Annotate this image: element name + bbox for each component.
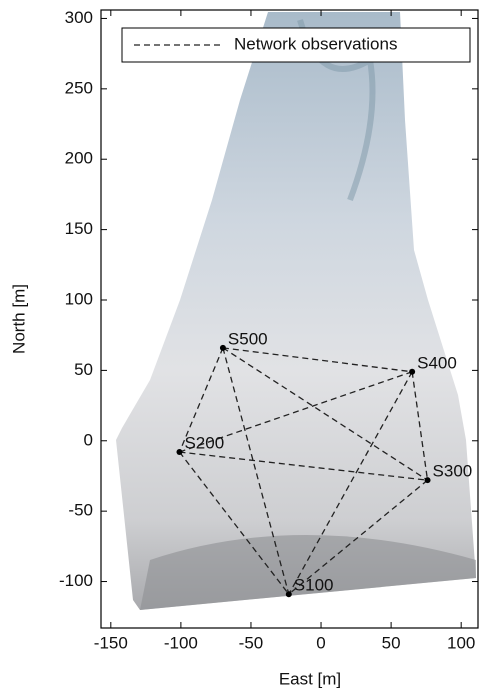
y-tick-label: -100 [59,571,93,590]
y-tick-label: -50 [68,501,93,520]
station [220,345,226,351]
x-tick-label: -50 [239,633,264,652]
legend-label: Network observations [234,34,397,53]
y-tick-label: 200 [65,149,93,168]
x-tick-label: -150 [94,633,128,652]
y-tick-label: 250 [65,78,93,97]
station-label: S300 [433,462,473,481]
station [425,477,431,483]
station [409,369,415,375]
x-tick-label: 0 [316,633,325,652]
y-tick-label: 50 [74,360,93,379]
station-label: S200 [184,434,224,453]
station-label: S500 [228,329,268,348]
x-axis-label: East [m] [279,669,341,688]
station [286,591,292,597]
legend: Network observations [122,28,470,62]
y-tick-label: 300 [65,8,93,27]
x-tick-label: 100 [447,633,475,652]
point-cloud-background [116,12,476,610]
chart: Network observations East [m] North [m] … [0,0,488,696]
y-tick-label: 100 [65,289,93,308]
y-axis-label: North [m] [9,284,28,354]
station [176,449,182,455]
x-tick-label: 50 [382,633,401,652]
station-label: S100 [294,576,334,595]
y-tick-label: 150 [65,219,93,238]
station-label: S400 [417,353,457,372]
x-tick-label: -100 [164,633,198,652]
y-tick-label: 0 [84,430,93,449]
